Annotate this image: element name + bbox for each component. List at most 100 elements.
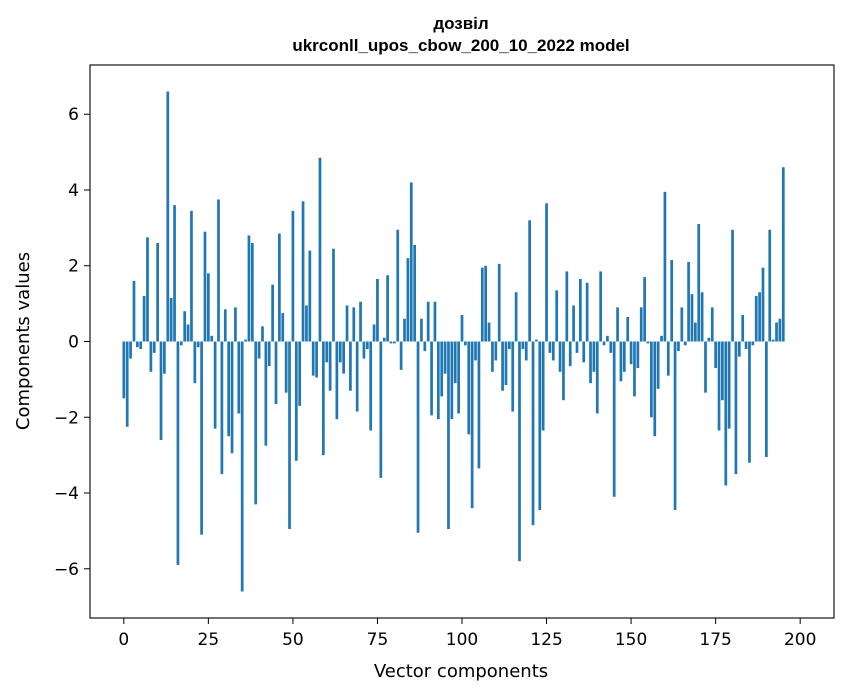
bar: [159, 341, 163, 440]
bar: [436, 341, 440, 420]
bar: [291, 210, 295, 342]
bar: [183, 311, 187, 342]
bar: [538, 341, 542, 511]
bar: [680, 307, 684, 342]
bar: [379, 341, 383, 478]
bar: [200, 341, 203, 535]
bar: [521, 341, 525, 350]
bar: [558, 341, 562, 372]
bar: [535, 339, 538, 342]
bar: [305, 305, 308, 342]
bar: [602, 341, 606, 346]
bar: [582, 341, 586, 363]
bar: [389, 341, 393, 344]
bar: [301, 201, 305, 342]
bar: [768, 229, 772, 342]
chart-title: дозвіл: [433, 14, 488, 33]
bar: [727, 341, 731, 429]
bar: [207, 273, 210, 342]
bar: [443, 341, 447, 374]
bar: [325, 341, 329, 363]
bar: [176, 341, 180, 565]
bar: [345, 305, 349, 342]
bar: [622, 341, 626, 372]
bar: [409, 182, 413, 342]
bar: [355, 341, 359, 412]
bar: [318, 157, 322, 342]
bar: [474, 341, 477, 361]
bar: [393, 341, 396, 344]
bar: [281, 313, 285, 342]
bar: [666, 341, 670, 376]
bar: [132, 280, 136, 342]
bar: [565, 271, 569, 342]
bar: [294, 341, 298, 461]
bar: [125, 341, 129, 427]
bar: [771, 339, 775, 342]
plot-frame: [89, 64, 835, 619]
bar: [758, 292, 761, 342]
bar: [741, 314, 745, 342]
bar: [203, 231, 207, 342]
bar: [524, 341, 528, 361]
bar: [765, 341, 768, 458]
bar: [507, 341, 511, 350]
bar: [365, 341, 369, 350]
bar: [338, 341, 342, 363]
bar: [721, 341, 724, 401]
bar: [700, 292, 704, 342]
bar: [518, 341, 521, 562]
bar: [328, 341, 332, 391]
x-tick-label: 175: [699, 630, 731, 650]
bar: [271, 284, 274, 342]
bar: [710, 307, 714, 342]
bar: [511, 341, 515, 412]
bar: [528, 220, 531, 342]
bar: [748, 341, 751, 463]
bars-group: [122, 91, 785, 592]
bar: [650, 341, 653, 418]
chart-subtitle: ukrconll_upos_cbow_200_10_2022 model: [292, 36, 629, 55]
bar: [467, 341, 471, 435]
bar: [673, 341, 677, 511]
bar: [754, 296, 758, 342]
bar: [332, 248, 335, 342]
bar: [663, 191, 667, 342]
x-tick-label: 100: [446, 630, 478, 650]
bar: [761, 267, 765, 342]
bar: [548, 341, 552, 353]
bar: [433, 301, 437, 342]
bar: [514, 292, 518, 342]
bar: [491, 341, 494, 372]
x-axis-label: Vector components: [374, 661, 548, 682]
bar: [237, 341, 241, 414]
bar: [656, 341, 660, 389]
bar: [744, 341, 748, 350]
bar: [447, 341, 450, 529]
bar: [220, 341, 224, 475]
bar: [406, 258, 410, 342]
bar: [480, 267, 484, 342]
bar: [440, 341, 444, 397]
bar: [227, 341, 231, 437]
bar: [609, 341, 613, 353]
bar: [278, 233, 281, 342]
bar: [146, 237, 149, 342]
bar: [234, 307, 237, 342]
x-tick-label: 50: [282, 630, 304, 650]
bar: [714, 341, 717, 369]
bar: [382, 337, 386, 342]
bar: [135, 341, 139, 348]
bar: [484, 265, 488, 342]
bar: [568, 341, 572, 367]
bar: [599, 271, 603, 342]
bar: [311, 341, 315, 376]
bar: [693, 322, 697, 342]
bar: [464, 341, 467, 346]
bar: [487, 322, 491, 342]
bar: [186, 324, 190, 342]
x-tick-label: 0: [118, 630, 129, 650]
bar: [551, 341, 555, 361]
bar: [687, 261, 690, 342]
